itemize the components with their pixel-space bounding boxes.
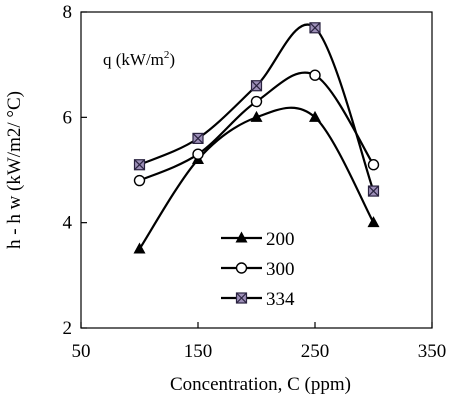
data-point: [192, 132, 204, 144]
data-point: [133, 242, 146, 254]
data-point: [250, 110, 263, 122]
annotation-superscript: 2: [164, 49, 170, 61]
y-tick-label: 2: [63, 318, 73, 339]
data-point: [133, 159, 146, 171]
series-line: [138, 106, 375, 250]
x-tick-label: 50: [72, 341, 91, 362]
series-200: [133, 106, 380, 254]
legend-item: 334: [221, 289, 295, 310]
data-point: [367, 185, 380, 197]
x-tick-label: 250: [301, 341, 330, 362]
tick-layer: 2 4 6 8 50 150 250 350: [63, 2, 447, 362]
annotation: q (kW/m2): [103, 49, 175, 69]
series-layer: [133, 22, 380, 254]
series-300: [133, 69, 380, 187]
plot-frame: [80, 11, 433, 329]
legend-marker: [235, 292, 248, 304]
data-point: [309, 22, 321, 34]
y-tick-label: 4: [63, 213, 73, 234]
data-point: [309, 69, 321, 81]
y-axis-title: h - h w (kW/m2/ °C): [4, 91, 25, 249]
data-point: [250, 95, 263, 108]
data-point: [367, 216, 380, 228]
y-tick-label: 6: [63, 107, 73, 128]
x-axis-title: Concentration, C (ppm): [170, 374, 351, 395]
data-point: [309, 110, 321, 122]
data-point: [133, 174, 146, 187]
legend-marker: [235, 231, 248, 243]
data-point: [192, 148, 204, 160]
legend-item: 300: [221, 259, 295, 280]
data-point: [367, 159, 380, 171]
series-line: [139, 23, 375, 192]
legend-label: 334: [266, 289, 295, 310]
annotation-tail: ): [169, 50, 175, 69]
y-tick-label: 8: [63, 2, 73, 23]
legend-item: 200: [221, 229, 295, 250]
plot-area: 2 4 6 8 50 150 250 350: [63, 2, 447, 362]
legend: 200 300 334: [221, 229, 295, 310]
legend-marker: [235, 262, 248, 274]
x-tick-label: 150: [184, 341, 213, 362]
series-334: [133, 22, 380, 197]
x-tick-label: 350: [418, 341, 447, 362]
annotation-text: q (kW/m: [103, 50, 164, 69]
data-point: [250, 80, 263, 92]
legend-label: 200: [266, 229, 295, 250]
legend-label: 300: [266, 259, 295, 280]
